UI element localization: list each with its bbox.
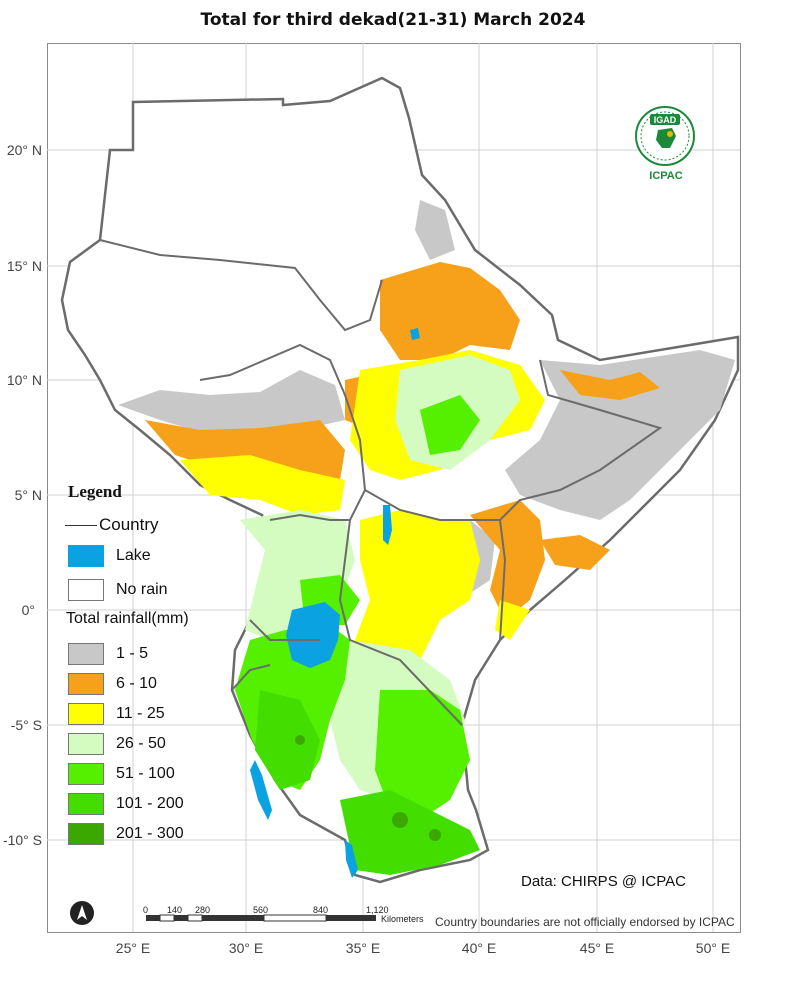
lake-turkana [383, 505, 392, 545]
scale-tick: 280 [195, 905, 211, 915]
lake-swatch [68, 545, 104, 567]
lake-victoria [286, 602, 340, 668]
legend-total-heading: Total rainfall(mm) [66, 610, 189, 628]
lake-tana [410, 328, 420, 340]
lon-label: 40° E [461, 940, 497, 956]
map-title: Total for third dekad(21-31) March 2024 [200, 10, 586, 30]
lat-label: -10° S [2, 832, 42, 848]
scale-tick: 840 [313, 905, 329, 915]
legend-country: Country [65, 515, 159, 535]
lat-label: 10° N [6, 372, 42, 388]
country-line-symbol [65, 524, 97, 526]
legend-heading: Legend [68, 482, 122, 501]
data-source: Data: CHIRPS @ ICPAC [521, 873, 686, 890]
legend-class: 101 - 200 [68, 793, 184, 815]
class-swatch [68, 643, 104, 665]
class-label: 11 - 25 [116, 705, 165, 722]
legend: Legend [60, 482, 230, 502]
lakes [250, 328, 420, 878]
lake-tanganyika [250, 760, 272, 820]
legend-lake-label: Lake [116, 547, 151, 564]
north-arrow-icon [70, 901, 94, 925]
class-swatch [68, 703, 104, 725]
scale-tick: 140 [167, 905, 183, 915]
class-label: 1 - 5 [116, 645, 149, 662]
class-label: 101 - 200 [116, 795, 184, 812]
disclaimer: Country boundaries are not officially en… [435, 915, 735, 929]
legend-class: 201 - 300 [68, 823, 184, 845]
lat-label: 0° [21, 602, 35, 618]
class-swatch [68, 823, 104, 845]
scale-bar [146, 914, 376, 922]
lat-label: -5° S [10, 717, 42, 733]
legend-no-rain-label: No rain [116, 581, 168, 598]
legend-class: 51 - 100 [68, 763, 175, 785]
class-swatch [68, 763, 104, 785]
class-label: 201 - 300 [116, 825, 184, 842]
country-borders [99, 239, 663, 726]
class-swatch [68, 793, 104, 815]
lat-label: 20° N [6, 142, 42, 158]
lake-malawi [345, 840, 358, 878]
logo-igad-text: IGAD [653, 115, 677, 125]
lon-label: 35° E [345, 940, 381, 956]
rain-201-300-zones [295, 735, 441, 841]
class-swatch [68, 733, 104, 755]
class-label: 26 - 50 [116, 735, 166, 752]
legend-class: 6 - 10 [68, 673, 157, 695]
legend-class: 11 - 25 [68, 703, 165, 725]
icpac-logo: IGAD ICPAC [628, 104, 704, 184]
lon-label: 25° E [115, 940, 151, 956]
logo-icpac-text: ICPAC [649, 170, 683, 182]
legend-class: 1 - 5 [68, 643, 148, 665]
legend-lake: Lake [68, 545, 151, 567]
scale-tick: 560 [253, 905, 269, 915]
legend-country-label: Country [99, 515, 159, 534]
scale-tick: 0 [143, 905, 149, 915]
scale-tick: 1,120 [366, 905, 389, 915]
class-swatch [68, 673, 104, 695]
lat-label: 5° N [14, 487, 42, 503]
lon-label: 45° E [579, 940, 615, 956]
lat-label: 15° N [6, 258, 42, 274]
rain-101-200-zones [255, 690, 480, 875]
lon-label: 50° E [695, 940, 731, 956]
class-label: 51 - 100 [116, 765, 175, 782]
legend-no-rain: No rain [68, 579, 168, 601]
class-label: 6 - 10 [116, 675, 157, 692]
legend-class: 26 - 50 [68, 733, 166, 755]
no-rain-swatch [68, 579, 104, 601]
lon-label: 30° E [228, 940, 264, 956]
legend-total-heading-label: Total rainfall(mm) [66, 610, 189, 627]
scale-unit: Kilometers [381, 914, 424, 924]
